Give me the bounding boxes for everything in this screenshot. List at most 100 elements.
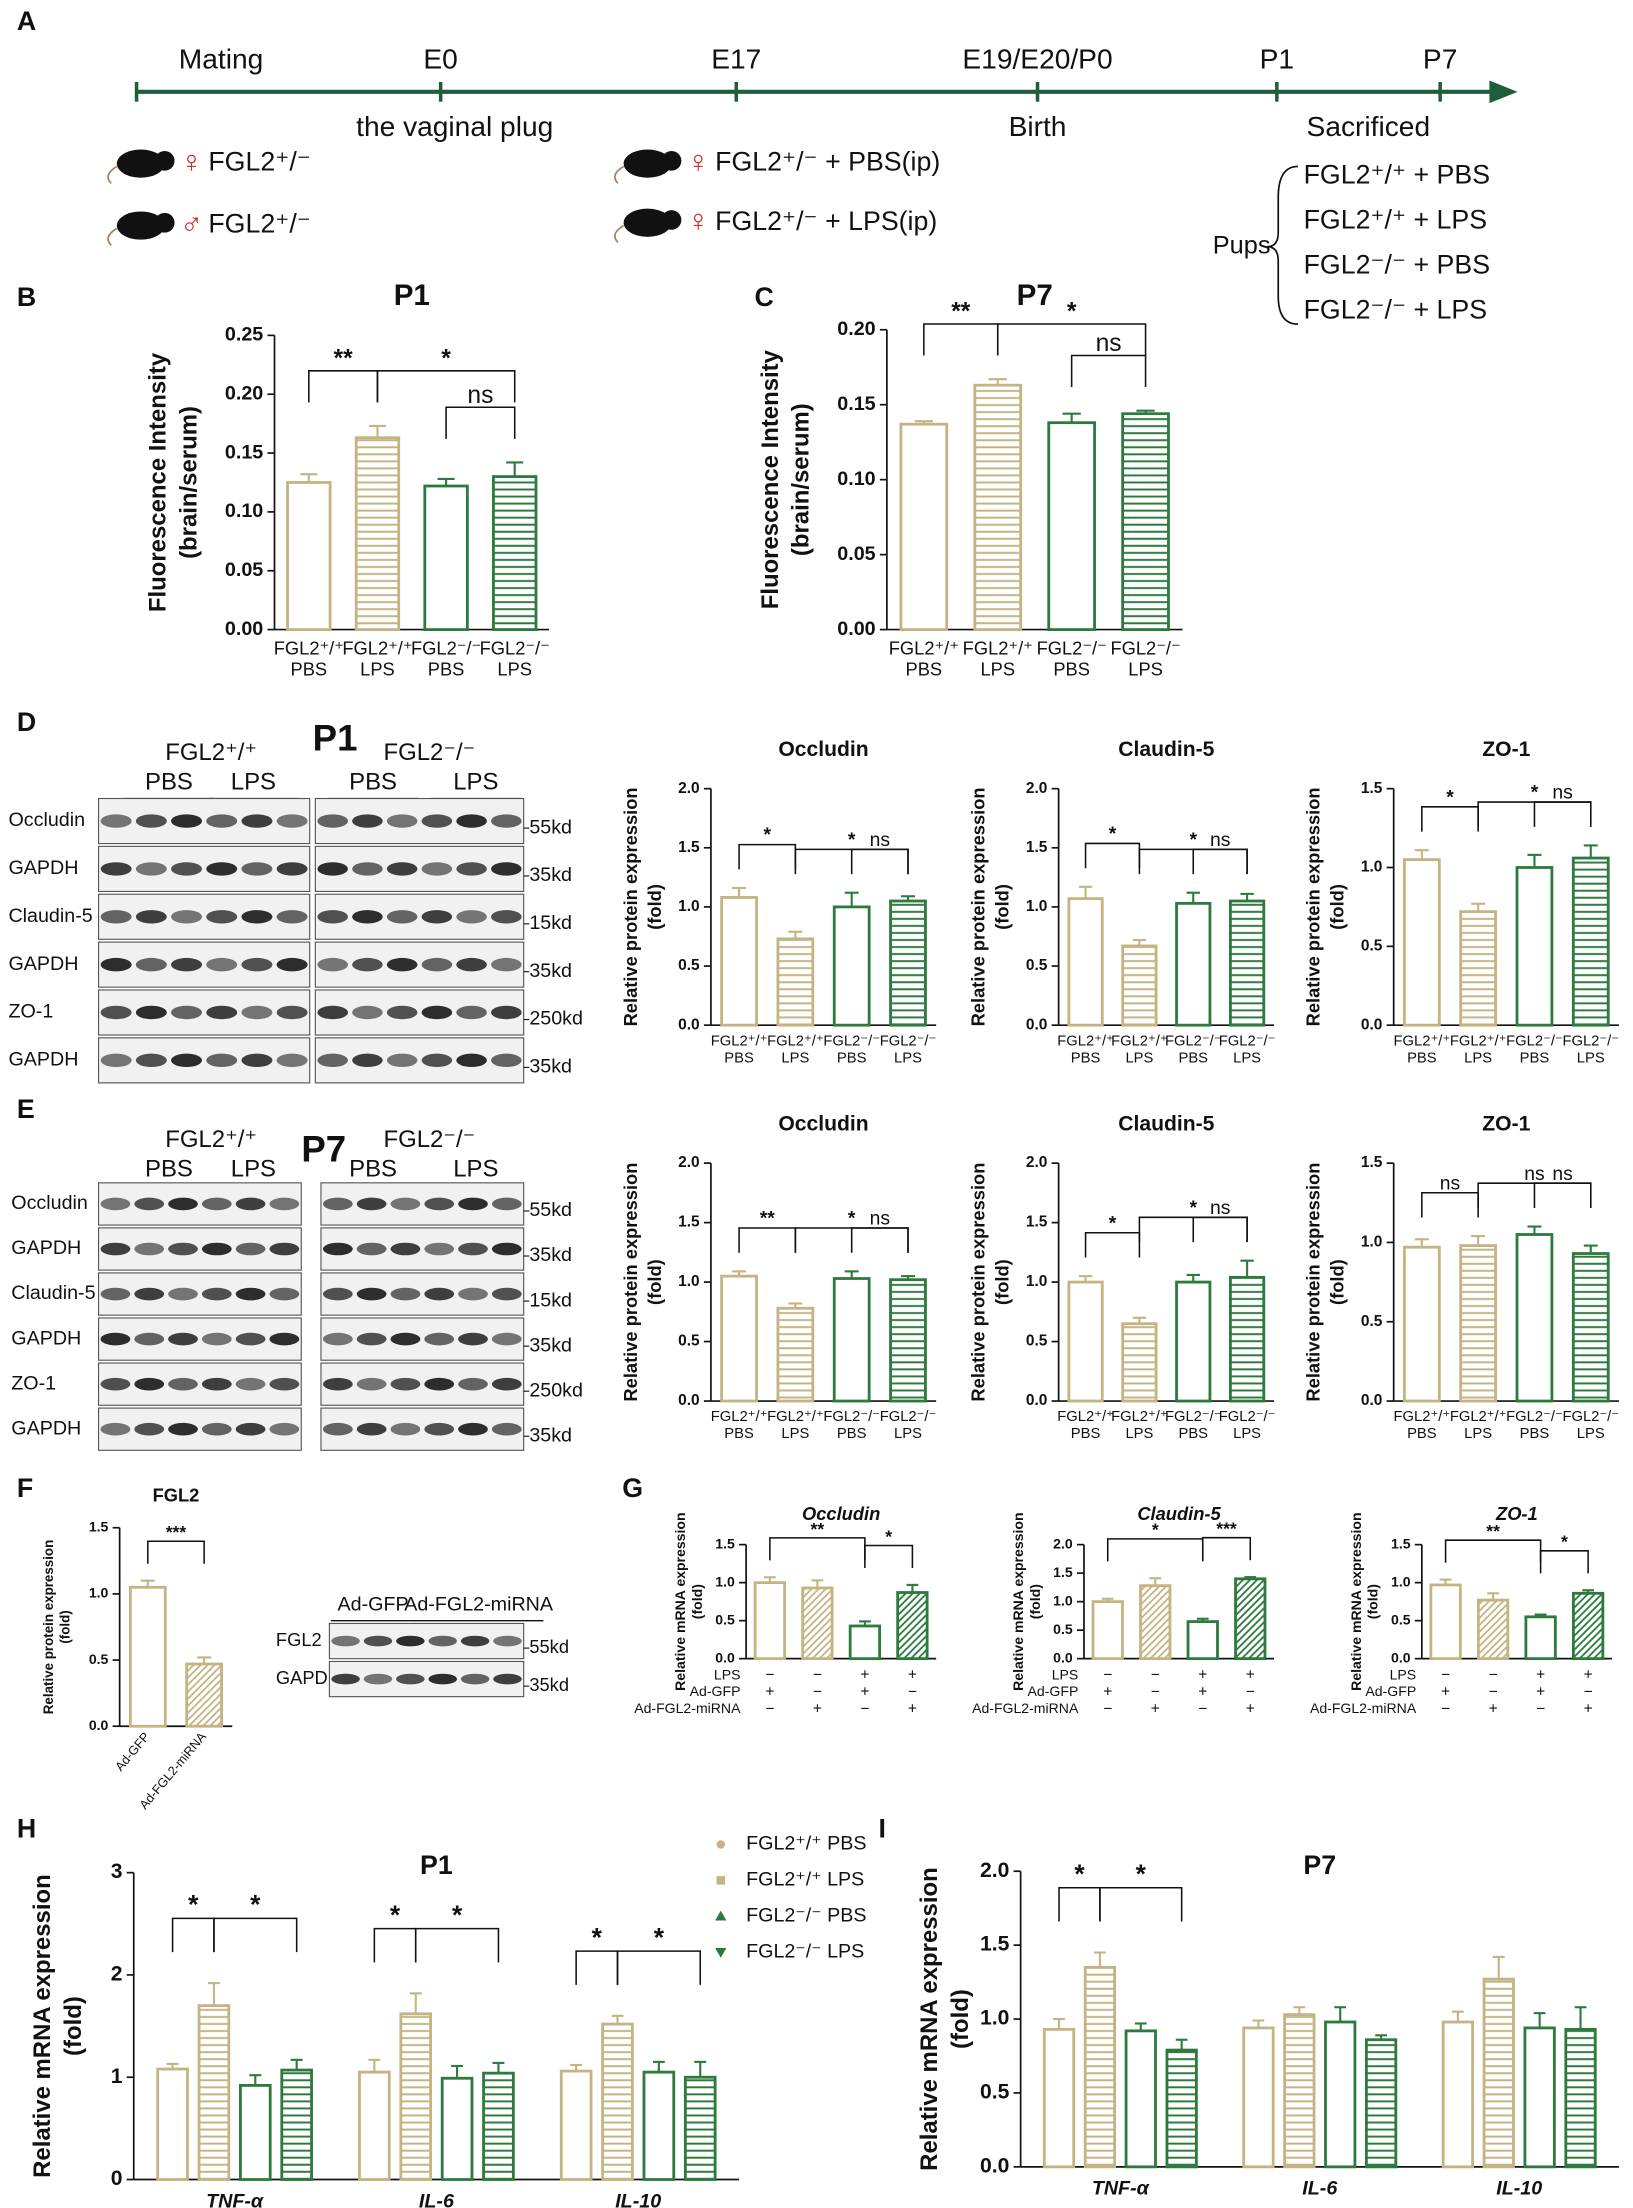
condition-sign: + <box>765 1684 774 1701</box>
pups-group: FGL2⁻/⁻ + LPS <box>1304 294 1488 324</box>
blot-band <box>421 910 453 924</box>
bar <box>896 1591 929 1661</box>
x-tick-label: LPS <box>781 1426 809 1442</box>
blot-band <box>493 1635 522 1647</box>
blot-band <box>100 862 132 876</box>
y-tick-label: 0.00 <box>837 618 875 640</box>
significance-label: * <box>848 1208 856 1230</box>
significance-label: ns <box>1552 782 1572 804</box>
y-tick-label: 0.0 <box>1391 1649 1411 1665</box>
blot-kd: 35kd <box>529 960 572 982</box>
blot-band <box>363 1635 393 1647</box>
condition-sign: − <box>860 1700 869 1717</box>
legend-marker <box>716 1876 725 1885</box>
significance-label: * <box>848 829 856 851</box>
blot-strip <box>97 1182 302 1226</box>
pups-label: Pups <box>1213 231 1271 259</box>
y-tick-label: 0.05 <box>225 559 263 581</box>
blot-kd: 35kd <box>529 1424 572 1446</box>
mouse-tail <box>107 165 118 184</box>
x-tick-label: FGL2⁻/⁻ <box>1506 1409 1563 1425</box>
pups-group: FGL2⁺/⁺ + LPS <box>1304 204 1488 234</box>
blot-band <box>206 814 238 828</box>
bar <box>423 484 469 631</box>
y-axis-label: Fluorescence Intensity <box>757 349 784 609</box>
x-tick-label: PBS <box>724 1426 754 1442</box>
y-tick-label: 0.10 <box>225 500 263 522</box>
condition-sign: − <box>765 1667 774 1684</box>
condition-sign: − <box>1441 1700 1450 1717</box>
y-tick-label: 0.0 <box>1361 1392 1383 1409</box>
x-tick-label: PBS <box>1520 1426 1550 1442</box>
y-axis-label: Relative protein expression <box>1303 787 1324 1026</box>
x-tick-label: PBS <box>428 659 465 680</box>
condition-sign: + <box>1489 1700 1498 1717</box>
y-axis-label: (brain/serum) <box>175 406 202 559</box>
x-tick-label: LPS <box>1233 1426 1261 1442</box>
condition-sign: − <box>1151 1667 1160 1684</box>
significance-label: *** <box>166 1522 187 1542</box>
blot-band <box>201 1242 232 1256</box>
x-tick-label: PBS <box>1178 1426 1208 1442</box>
chart-title: ZO-1 <box>1495 1503 1538 1524</box>
x-tick-label: FGL2⁺/⁺ <box>1111 1409 1168 1425</box>
bar <box>1441 2020 1475 2169</box>
y-axis-label: (brain/serum) <box>788 403 815 556</box>
blot-band <box>456 1053 487 1068</box>
significance-label: * <box>1136 1859 1147 1889</box>
blot-band <box>352 814 383 828</box>
blot-band <box>168 1197 198 1211</box>
y-axis-label: (fold) <box>58 1610 73 1643</box>
y-axis-label: Relative mRNA expression <box>916 1867 943 2171</box>
x-tick-label: FGL2⁺/⁺ <box>1394 1409 1451 1425</box>
group-label: FGL2⁺/⁻ + PBS(ip) <box>715 147 940 177</box>
blot-band <box>456 1005 487 1020</box>
bar <box>1476 1598 1510 1661</box>
y-tick-label: 0.20 <box>225 382 263 404</box>
significance-label: *** <box>1216 1519 1237 1539</box>
blot-band <box>421 862 453 876</box>
x-tick-label: PBS <box>837 1050 867 1066</box>
blot-band <box>458 1422 488 1436</box>
pups-group: FGL2⁻/⁻ + PBS <box>1304 249 1490 279</box>
y-tick-label: 0.5 <box>1026 957 1048 974</box>
blot-band <box>168 1242 198 1256</box>
blot-band <box>201 1197 232 1211</box>
y-tick-label: 1.5 <box>980 1933 1010 1956</box>
y-tick-label: 0.5 <box>678 957 700 974</box>
x-tick-label: FGL2⁻/⁻ <box>823 1033 880 1049</box>
blot-band <box>100 1242 131 1256</box>
blot-band <box>458 1242 488 1256</box>
blot-band <box>491 1005 522 1020</box>
significance-bracket <box>1533 1182 1592 1208</box>
condition-sign: − <box>1584 1684 1593 1701</box>
y-axis-label: Relative mRNA expression <box>1348 1512 1364 1690</box>
blot-treatment: PBS <box>145 1155 193 1182</box>
bar <box>482 2071 515 2181</box>
significance-bracket <box>373 1927 417 1963</box>
blot-band <box>135 910 167 924</box>
x-tick-label: FGL2⁺/⁺ <box>1450 1409 1507 1425</box>
blot-band <box>134 1287 165 1301</box>
x-tick-label: PBS <box>837 1426 867 1442</box>
blot-band <box>456 910 487 924</box>
significance-label: ns <box>870 1208 890 1230</box>
blot-strip <box>320 1317 525 1361</box>
significance-label: * <box>1067 299 1077 326</box>
significance-bracket <box>616 1950 702 1985</box>
x-tick-label: IL-6 <box>1302 2178 1338 2200</box>
x-tick-label: FGL2⁺/⁺ <box>342 638 412 659</box>
y-tick-label: 2.0 <box>678 1154 700 1171</box>
blot-strip <box>97 1362 302 1406</box>
panel-label: F <box>17 1473 33 1503</box>
blot-strip <box>97 893 311 940</box>
significance-bracket <box>1058 1886 1101 1922</box>
stage-label: P1 <box>1260 43 1294 74</box>
mouse-icon <box>154 150 175 171</box>
bar <box>399 2012 433 2181</box>
y-axis-label: Relative protein expression <box>41 1540 56 1714</box>
significance-label: * <box>390 1900 401 1930</box>
x-tick-label: LPS <box>1125 1050 1153 1066</box>
condition-name: LPS <box>714 1666 741 1682</box>
blot-band <box>206 957 238 972</box>
